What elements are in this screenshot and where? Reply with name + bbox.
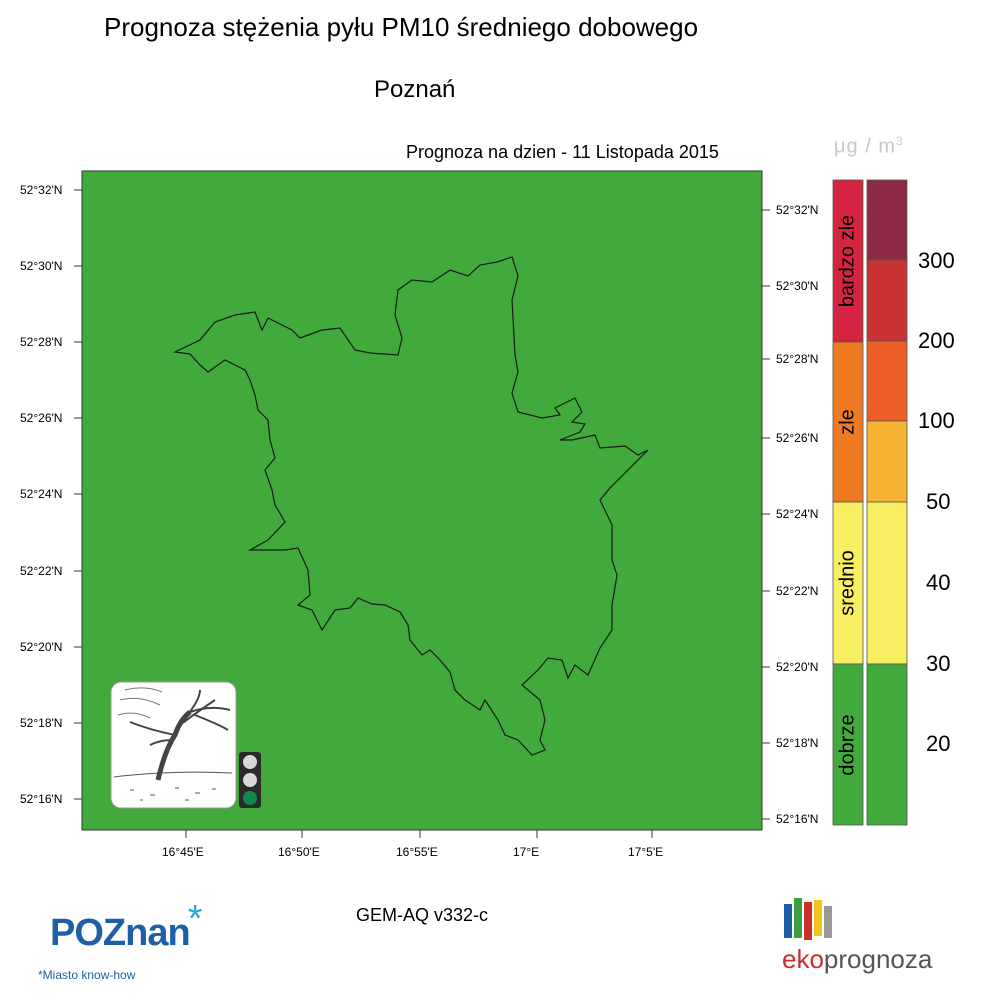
- units-slash: /: [858, 135, 879, 158]
- ekoprognoza-logo-text: ekoprognoza: [782, 944, 932, 975]
- legend-category-label: bardzo zle: [836, 214, 859, 308]
- lat-label-right: 52°30'N: [776, 279, 819, 293]
- lat-label-left: 52°26'N: [20, 411, 63, 425]
- lat-label-right: 52°28'N: [776, 352, 819, 366]
- lat-label-left: 52°20'N: [20, 640, 63, 654]
- lat-label-right: 52°32'N: [776, 203, 819, 217]
- legend-scale-block: [866, 420, 908, 503]
- ekoprognoza-bars-icon: [784, 898, 832, 940]
- legend-value: 30: [926, 651, 951, 676]
- legend-category-block: [832, 179, 864, 343]
- model-version: GEM-AQ v332-c: [356, 905, 489, 925]
- page-title: Prognoza stężenia pyłu PM10 średniego do…: [104, 12, 699, 42]
- legend-value: 100: [918, 408, 955, 433]
- lon-ticks: [185, 830, 653, 838]
- legend-categories: [832, 179, 864, 826]
- poznan-logo: POZnan* *Miasto know-how: [38, 898, 204, 982]
- legend-scale: [866, 179, 908, 826]
- units-label: μg / m3: [834, 134, 904, 159]
- lat-ticks-left: [74, 189, 82, 800]
- poznan-tagline: *Miasto know-how: [38, 968, 136, 982]
- lat-label-left: 52°22'N: [20, 564, 63, 578]
- poznan-logo-text: POZnan: [50, 912, 191, 954]
- legend-scale-block: [866, 501, 908, 665]
- units-mu: μg: [834, 135, 859, 158]
- lat-label-right: 52°24'N: [776, 507, 819, 521]
- legend-scale-block: [866, 340, 908, 422]
- legend-value: 200: [918, 328, 955, 353]
- lat-label-right: 52°18'N: [776, 736, 819, 750]
- lon-label: 17°E: [513, 845, 540, 859]
- legend-value: 50: [926, 489, 951, 514]
- lon-label: 17°5'E: [628, 845, 664, 859]
- lat-label-left: 52°18'N: [20, 716, 63, 730]
- lat-label-left: 52°24'N: [20, 487, 63, 501]
- ekoprognoza-logo: ekoprognoza: [782, 896, 962, 986]
- lat-label-right: 52°20'N: [776, 660, 819, 674]
- lat-ticks-right: [762, 209, 770, 820]
- lat-label-left: 52°32'N: [20, 183, 63, 197]
- lat-label-right: 52°16'N: [776, 812, 819, 826]
- forecast-date: Prognoza na dzien - 11 Listopada 2015: [406, 142, 719, 162]
- traffic-light: [239, 752, 261, 808]
- lat-label-left: 52°28'N: [20, 335, 63, 349]
- legend-scale-block: [866, 259, 908, 342]
- lon-label: 16°45'E: [162, 845, 204, 859]
- lat-label-right: 52°22'N: [776, 584, 819, 598]
- lat-label-right: 52°26'N: [776, 431, 819, 445]
- legend-category-block: [832, 501, 864, 665]
- units-exp: 3: [896, 134, 904, 148]
- legend-category-label: srednio: [836, 550, 859, 616]
- lon-label: 16°55'E: [396, 845, 438, 859]
- legend-value: 300: [918, 248, 955, 273]
- legend-value: 20: [926, 731, 951, 756]
- city-boundary: [172, 256, 649, 756]
- city-name: Poznań: [374, 76, 456, 103]
- legend-value: 40: [926, 570, 951, 595]
- legend-category-label: dobrze: [836, 713, 859, 776]
- legend-category-block: [832, 341, 864, 503]
- prognoza-text: prognoza: [823, 944, 933, 974]
- units-m: m: [878, 135, 896, 158]
- eko-text: eko: [782, 944, 824, 974]
- wind-tree-icon: [110, 681, 237, 809]
- legend-category-label: zle: [836, 409, 859, 435]
- lat-label-left: 52°30'N: [20, 259, 63, 273]
- legend-category-block: [832, 663, 864, 826]
- lon-label: 16°50'E: [278, 845, 320, 859]
- asterisk-icon: *: [187, 898, 203, 940]
- legend-scale-block: [866, 179, 908, 261]
- lat-label-left: 52°16'N: [20, 792, 63, 806]
- legend-scale-block: [866, 663, 908, 826]
